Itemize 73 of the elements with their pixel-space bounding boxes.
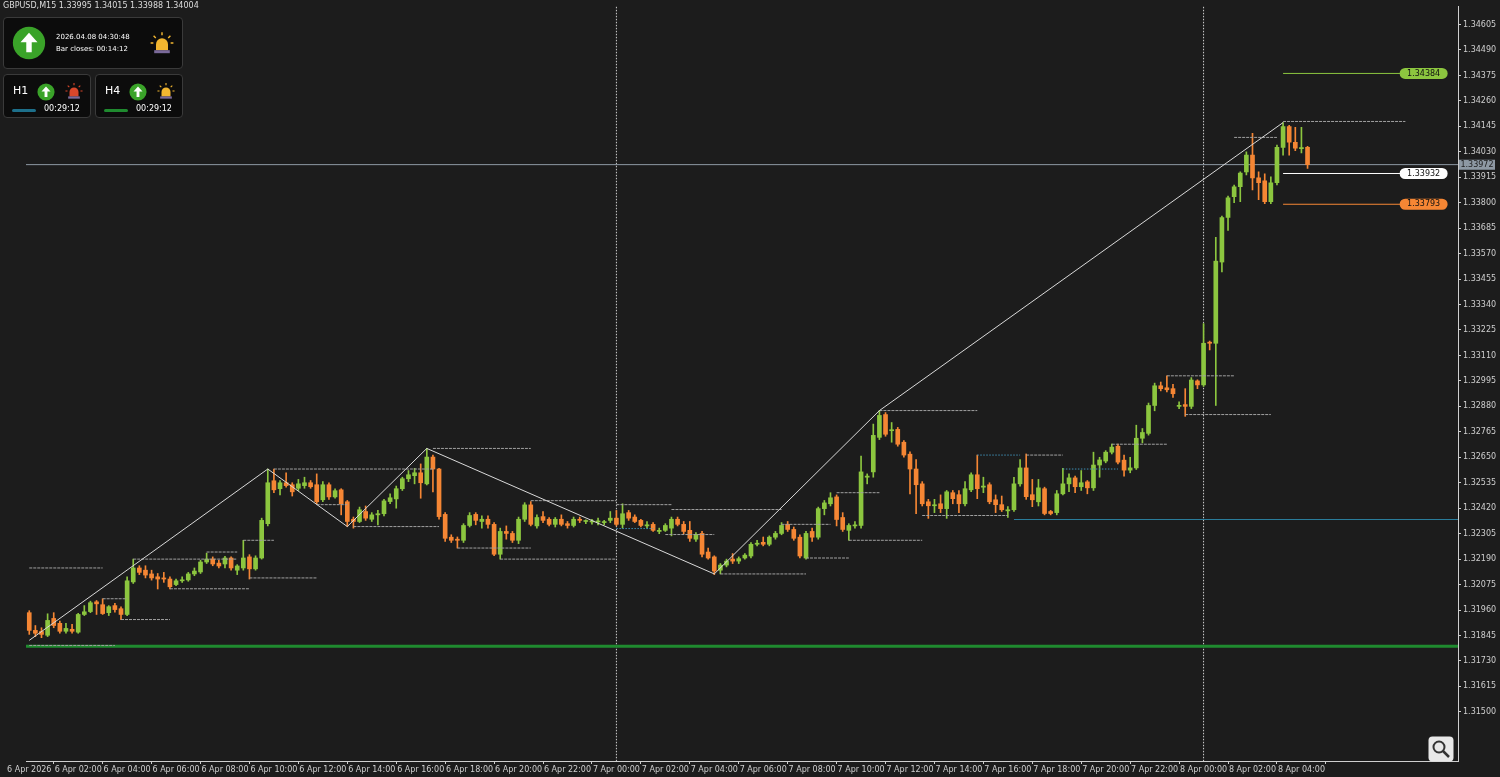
candlestick <box>1005 506 1011 518</box>
y-tick-label: 1.33340 <box>1463 299 1497 309</box>
candlestick <box>1078 470 1084 491</box>
x-tick-label: 6 Apr 20:00 <box>495 764 543 774</box>
y-tick-label: 1.31730 <box>1463 656 1497 666</box>
chart-title: GBPUSD,M15 1.33995 1.34015 1.33988 1.34004 <box>3 1 199 10</box>
x-tick-label: 6 Apr 22:00 <box>543 764 592 774</box>
x-tick-label: 7 Apr 02:00 <box>641 764 689 774</box>
candlestick <box>375 510 381 526</box>
y-tick-label: 1.33225 <box>1463 325 1497 335</box>
info-panel: H4 00:29:12 <box>95 74 183 118</box>
y-tick-label: 1.34260 <box>1463 95 1497 105</box>
candlestick <box>607 511 613 523</box>
y-tick-label: 1.33110 <box>1463 350 1497 360</box>
y-tick-label: 1.32190 <box>1463 554 1497 564</box>
x-tick-label: 6 Apr 16:00 <box>397 764 445 774</box>
y-tick-label: 1.33915 <box>1463 172 1497 182</box>
data-label: 1.34384 <box>1407 68 1441 78</box>
x-tick-label: 7 Apr 18:00 <box>1033 764 1081 774</box>
y-tick-label: 1.32650 <box>1463 452 1497 462</box>
data-label: 1.33793 <box>1407 199 1441 209</box>
y-tick-label: 1.32420 <box>1463 503 1497 513</box>
x-tick-label: 7 Apr 04:00 <box>690 764 738 774</box>
info-panel: H1 00:29:12 <box>3 74 91 118</box>
annotation: H4 <box>105 84 121 97</box>
x-tick-label: 6 Apr 02:00 <box>54 764 102 774</box>
y-tick-label: 1.33800 <box>1463 197 1497 207</box>
annotation: 00:29:12 <box>136 104 172 113</box>
x-tick-label: 6 Apr 04:00 <box>103 764 151 774</box>
y-tick-label: 1.34490 <box>1463 45 1497 55</box>
x-tick-label: 8 Apr 04:00 <box>1277 764 1325 774</box>
y-tick-label: 1.34375 <box>1463 70 1497 80</box>
y-tick-label: 1.32535 <box>1463 477 1497 487</box>
x-tick-label: 6 Apr 12:00 <box>299 764 347 774</box>
y-tick-label: 1.33685 <box>1463 223 1497 233</box>
x-tick-label: 6 Apr 2026 <box>7 764 52 774</box>
y-tick-label: 1.32075 <box>1463 579 1497 589</box>
y-tick-label: 1.33570 <box>1463 248 1497 258</box>
y-tick-label: 1.31500 <box>1463 706 1497 716</box>
x-tick-label: 7 Apr 10:00 <box>837 764 885 774</box>
y-tick-label: 1.34145 <box>1463 121 1497 131</box>
x-tick-label: 6 Apr 18:00 <box>446 764 494 774</box>
x-tick-label: 7 Apr 00:00 <box>592 764 640 774</box>
x-tick-label: 6 Apr 08:00 <box>201 764 249 774</box>
x-tick-label: 6 Apr 10:00 <box>250 764 298 774</box>
x-tick-label: 7 Apr 14:00 <box>935 764 983 774</box>
ref-line-label: 1.33972 <box>1460 159 1494 169</box>
x-tick-label: 7 Apr 16:00 <box>984 764 1032 774</box>
x-tick-label: 6 Apr 14:00 <box>348 764 396 774</box>
y-tick-label: 1.34605 <box>1463 19 1497 29</box>
y-tick-label: 1.32995 <box>1463 375 1497 385</box>
y-tick-label: 1.32765 <box>1463 426 1497 436</box>
y-tick-label: 1.31615 <box>1463 681 1497 691</box>
x-tick-label: 7 Apr 06:00 <box>739 764 787 774</box>
data-label: 1.33932 <box>1407 168 1441 178</box>
y-tick-label: 1.32305 <box>1463 528 1497 538</box>
x-tick-label: 7 Apr 12:00 <box>886 764 934 774</box>
y-tick-label: 1.31960 <box>1463 605 1497 615</box>
annotation: 00:29:12 <box>44 104 80 113</box>
annotation: H1 <box>13 84 29 97</box>
x-tick-label: 7 Apr 08:00 <box>788 764 836 774</box>
x-tick-label: 6 Apr 06:00 <box>152 764 200 774</box>
candlestick <box>179 576 185 583</box>
y-tick-label: 1.32880 <box>1463 401 1497 411</box>
x-tick-label: 7 Apr 20:00 <box>1082 764 1130 774</box>
candlestick <box>1182 388 1188 417</box>
x-tick-label: 8 Apr 00:00 <box>1180 764 1228 774</box>
y-tick-label: 1.34030 <box>1463 146 1497 156</box>
y-tick-label: 1.33455 <box>1463 274 1497 284</box>
candlestick <box>1164 375 1170 393</box>
x-tick-label: 8 Apr 02:00 <box>1228 764 1277 774</box>
y-tick-label: 1.31845 <box>1463 630 1497 640</box>
x-tick-label: 7 Apr 22:00 <box>1131 764 1179 774</box>
